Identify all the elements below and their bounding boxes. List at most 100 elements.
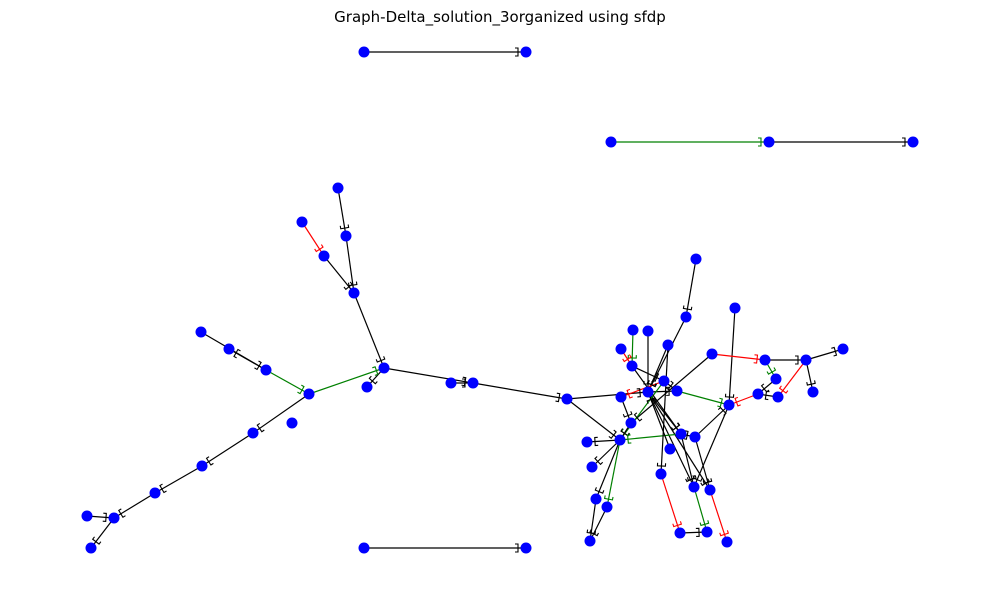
graph-edge bbox=[345, 235, 355, 294]
edge-end-marker bbox=[717, 397, 723, 408]
edge-end-marker bbox=[515, 543, 519, 553]
edge-end-marker bbox=[656, 462, 667, 467]
graph-node bbox=[318, 250, 330, 262]
edge-end-marker bbox=[102, 512, 107, 522]
graph-node bbox=[721, 536, 733, 548]
graph-edge bbox=[631, 365, 682, 435]
graph-edge bbox=[586, 439, 621, 443]
edge-end-marker bbox=[682, 305, 693, 311]
graph-node bbox=[752, 388, 764, 400]
graph-edge bbox=[676, 390, 730, 406]
edge-end-marker bbox=[91, 536, 102, 545]
graph-node bbox=[581, 436, 593, 448]
edge-end-marker bbox=[646, 380, 657, 387]
graph-node bbox=[467, 377, 479, 389]
edge-end-marker bbox=[159, 483, 167, 494]
graph-edge bbox=[591, 439, 621, 468]
edge-end-marker bbox=[594, 456, 604, 466]
graph-node bbox=[561, 393, 573, 405]
graph-edge bbox=[566, 391, 649, 400]
edge-end-marker bbox=[695, 527, 700, 537]
edge-end-marker bbox=[719, 530, 730, 537]
graph-node bbox=[690, 253, 702, 265]
edge-end-marker bbox=[627, 354, 637, 359]
graph-node bbox=[674, 527, 686, 539]
edge-end-marker bbox=[347, 281, 358, 287]
edge-end-marker bbox=[636, 388, 641, 398]
edge-end-marker bbox=[686, 475, 697, 481]
edge-end-marker-layer bbox=[91, 47, 906, 553]
graph-node bbox=[303, 388, 315, 400]
edge-end-marker bbox=[831, 346, 838, 357]
graph-edge bbox=[201, 432, 254, 467]
graph-node bbox=[520, 542, 532, 554]
graph-edge bbox=[647, 391, 671, 450]
edge-end-marker bbox=[766, 367, 777, 375]
graph-edge bbox=[228, 348, 267, 371]
edge-end-marker bbox=[646, 397, 657, 404]
graph-node bbox=[701, 526, 713, 538]
graph-edge bbox=[566, 398, 621, 441]
graph-node bbox=[664, 443, 676, 455]
graph-node bbox=[772, 391, 784, 403]
graph-edge bbox=[693, 404, 730, 488]
graph-node bbox=[704, 484, 716, 496]
edge-end-marker bbox=[205, 456, 214, 466]
graph-node bbox=[688, 481, 700, 493]
edge-end-marker bbox=[256, 422, 265, 433]
edge-end-marker bbox=[368, 375, 378, 385]
graph-edge bbox=[619, 433, 682, 441]
graph-node bbox=[296, 216, 308, 228]
graph-node bbox=[615, 343, 627, 355]
graph-edge bbox=[301, 221, 325, 257]
edge-end-marker bbox=[665, 380, 674, 391]
graph-node bbox=[223, 343, 235, 355]
graph-node bbox=[763, 136, 775, 148]
graph-edge bbox=[685, 258, 697, 318]
edge-end-marker bbox=[670, 422, 681, 431]
edge-end-marker bbox=[339, 224, 350, 230]
graph-edge bbox=[154, 465, 203, 494]
graph-node bbox=[675, 428, 687, 440]
edge-end-marker bbox=[626, 434, 632, 444]
graph-node bbox=[85, 542, 97, 554]
graph-edge bbox=[694, 404, 730, 438]
graph-node bbox=[584, 535, 596, 547]
graph-edge bbox=[777, 359, 807, 398]
graph-edge bbox=[660, 473, 681, 534]
graph-edge bbox=[631, 365, 665, 382]
edge-end-marker bbox=[462, 378, 466, 388]
graph-node bbox=[247, 427, 259, 439]
graph-node bbox=[662, 339, 674, 351]
edge-end-marker bbox=[806, 380, 816, 386]
graph-edge bbox=[606, 439, 621, 508]
graph-node bbox=[671, 385, 683, 397]
graph-edge bbox=[694, 436, 711, 491]
graph-node bbox=[689, 431, 701, 443]
graph-node bbox=[655, 468, 667, 480]
edge-end-marker bbox=[753, 354, 759, 364]
graph-edge bbox=[630, 353, 713, 424]
edge-end-marker bbox=[589, 529, 599, 537]
edge-end-marker bbox=[555, 392, 561, 403]
graph-node bbox=[642, 386, 654, 398]
graph-edge bbox=[265, 369, 310, 395]
graph-edge bbox=[647, 391, 695, 488]
edge-end-marker bbox=[702, 478, 713, 485]
graph-node bbox=[348, 287, 360, 299]
edge-end-marker bbox=[297, 384, 305, 395]
graph-edge bbox=[308, 367, 385, 395]
edge-end-marker bbox=[652, 372, 660, 382]
graph-node bbox=[260, 364, 272, 376]
edge-end-marker bbox=[620, 428, 630, 437]
graph-node bbox=[590, 493, 602, 505]
edge-end-marker bbox=[622, 354, 632, 363]
graph-node bbox=[358, 46, 370, 58]
graph-node bbox=[358, 542, 370, 554]
edge-end-marker bbox=[608, 429, 617, 440]
graph-node bbox=[196, 460, 208, 472]
edge-end-marker bbox=[233, 348, 241, 359]
edge-end-marker bbox=[692, 475, 703, 482]
graph-node bbox=[627, 324, 639, 336]
